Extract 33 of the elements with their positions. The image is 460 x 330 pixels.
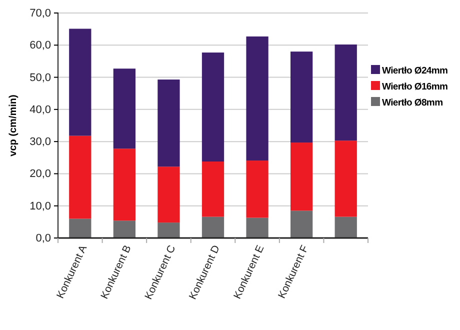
y-tick-label: 70,0 [30, 8, 51, 20]
legend-label: Wiertło Ø16mm [382, 82, 448, 92]
bar [246, 36, 268, 161]
bar [290, 210, 313, 238]
y-tick-label: 40,0 [30, 104, 51, 116]
bar [113, 220, 136, 238]
bar [69, 28, 92, 136]
bar [113, 148, 136, 221]
y-tick-label: 60,0 [30, 40, 51, 52]
bar [158, 166, 180, 223]
y-tick-label: 20,0 [30, 168, 51, 180]
bar [246, 160, 268, 218]
bar [69, 218, 92, 238]
bar [69, 136, 92, 219]
y-axis-title: vcp (cm/min) [8, 94, 19, 156]
legend-label: Wiertło Ø8mm [382, 98, 443, 108]
bar [290, 142, 313, 211]
bar [334, 44, 357, 141]
y-tick-label: 10,0 [30, 200, 51, 212]
bar [113, 68, 136, 149]
bar [202, 52, 224, 162]
bar [334, 140, 357, 217]
bar [158, 80, 180, 167]
y-tick-label: 30,0 [30, 136, 51, 148]
legend-label: Wiertło Ø24mm [382, 66, 448, 76]
bar [334, 216, 357, 238]
y-tick-label: 50,0 [30, 72, 51, 84]
bar [290, 52, 313, 143]
bar [246, 218, 268, 238]
bar [202, 162, 224, 217]
bar [158, 222, 180, 238]
y-tick-label: 0,0 [36, 232, 51, 245]
bar [202, 216, 224, 238]
